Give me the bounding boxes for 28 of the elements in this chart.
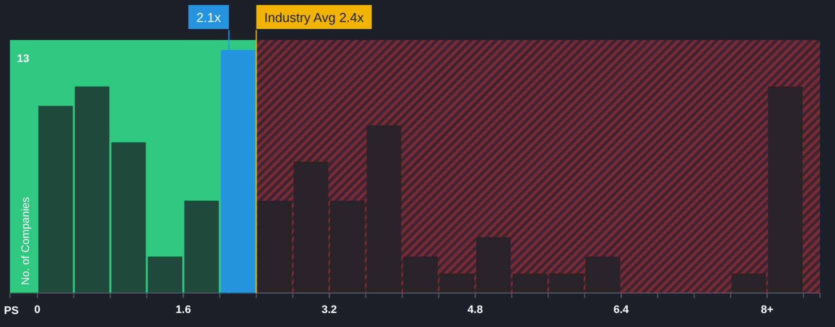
y-axis-title: No. of Companies (20, 196, 32, 285)
x-tick-label: 3.2 (322, 304, 337, 316)
bar (768, 86, 803, 293)
x-tick-label: 0 (34, 304, 40, 316)
bar (184, 200, 219, 293)
bar (74, 86, 110, 293)
bar (440, 274, 474, 293)
bar (330, 200, 365, 293)
ref-line-label: Industry Avg 2.4x (264, 10, 364, 25)
bar (366, 125, 402, 293)
bar (38, 106, 73, 293)
x-tick-label: 6.4 (614, 304, 630, 316)
ref-line-label: 2.1x (196, 10, 222, 25)
bar (586, 256, 620, 293)
bar (403, 256, 438, 293)
x-tick-label: 8+ (760, 304, 774, 316)
bar (111, 142, 146, 293)
bar (257, 200, 292, 293)
bar (294, 162, 328, 293)
x-axis-title: PS (4, 305, 19, 317)
bar (148, 256, 182, 293)
bar (732, 274, 766, 293)
bar (549, 274, 584, 293)
x-tick-label: 4.8 (468, 304, 483, 316)
x-tick-label: 1.6 (176, 304, 191, 316)
bar (476, 237, 511, 293)
annotation: 13 (17, 53, 30, 65)
bar (512, 274, 548, 293)
